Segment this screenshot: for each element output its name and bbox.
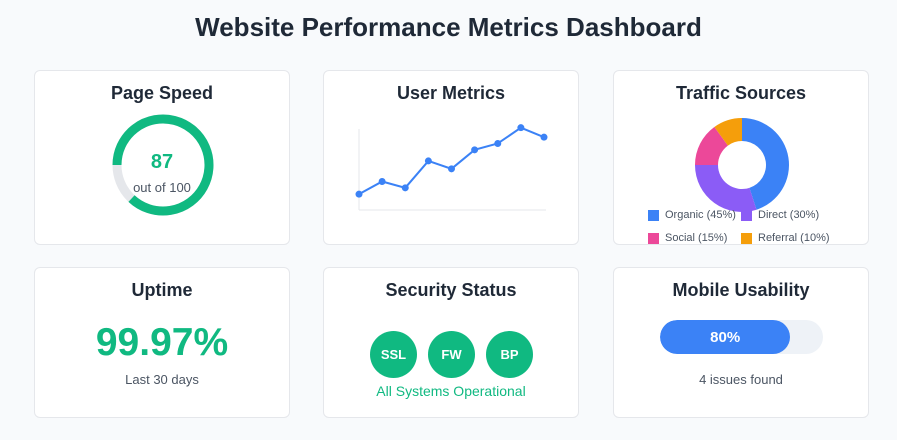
- page-speed-subtitle: out of 100: [35, 180, 289, 195]
- data-point-5: [448, 165, 455, 172]
- mobile-usability-title: Mobile Usability: [614, 280, 868, 301]
- mobile-issues-text: 4 issues found: [614, 372, 868, 387]
- legend-swatch-direct: [741, 210, 752, 221]
- series-line: [359, 128, 544, 195]
- legend-swatch-social: [648, 233, 659, 244]
- data-point-9: [541, 134, 548, 141]
- data-point-4: [425, 157, 432, 164]
- security-status-card: Security Status SSL FW BP All Systems Op…: [323, 267, 579, 418]
- data-point-8: [517, 124, 524, 131]
- uptime-subtitle: Last 30 days: [35, 372, 289, 387]
- security-status-title: Security Status: [324, 280, 578, 301]
- page-speed-score: 87: [35, 151, 289, 174]
- data-point-7: [494, 140, 501, 147]
- user-metrics-line-chart: [324, 71, 580, 246]
- legend-item-organic: Organic (45%): [648, 209, 736, 221]
- security-status-text: All Systems Operational: [324, 383, 578, 399]
- data-point-3: [402, 184, 409, 191]
- legend-item-social: Social (15%): [648, 232, 727, 244]
- legend-label-social: Social (15%): [665, 232, 727, 244]
- page-speed-title: Page Speed: [35, 83, 289, 104]
- page-title: Website Performance Metrics Dashboard: [0, 12, 897, 43]
- legend-item-direct: Direct (30%): [741, 209, 819, 221]
- traffic-sources-title: Traffic Sources: [614, 83, 868, 104]
- page-speed-card: Page Speed 87 out of 100: [34, 70, 290, 245]
- uptime-value: 99.97%: [35, 321, 289, 365]
- traffic-sources-donut: [693, 116, 791, 214]
- user-metrics-card: User Metrics: [323, 70, 579, 245]
- legend-item-referral: Referral (10%): [741, 232, 830, 244]
- mobile-usability-progress: 80%: [660, 320, 823, 354]
- ssl-badge: SSL: [370, 331, 417, 378]
- donut-slice-2: [695, 165, 757, 212]
- traffic-sources-card: Traffic Sources Organic (45%) Direct (30…: [613, 70, 869, 245]
- legend-label-referral: Referral (10%): [758, 232, 830, 244]
- firewall-badge: FW: [428, 331, 475, 378]
- data-point-2: [379, 178, 386, 185]
- data-point-6: [471, 146, 478, 153]
- mobile-usability-card: Mobile Usability 80% 4 issues found: [613, 267, 869, 418]
- data-point-1: [356, 191, 363, 198]
- bp-badge: BP: [486, 331, 533, 378]
- uptime-card: Uptime 99.97% Last 30 days: [34, 267, 290, 418]
- uptime-title: Uptime: [35, 280, 289, 301]
- legend-swatch-organic: [648, 210, 659, 221]
- progress-label: 80%: [660, 320, 790, 354]
- legend-swatch-referral: [741, 233, 752, 244]
- legend-label-organic: Organic (45%): [665, 209, 736, 221]
- legend-label-direct: Direct (30%): [758, 209, 819, 221]
